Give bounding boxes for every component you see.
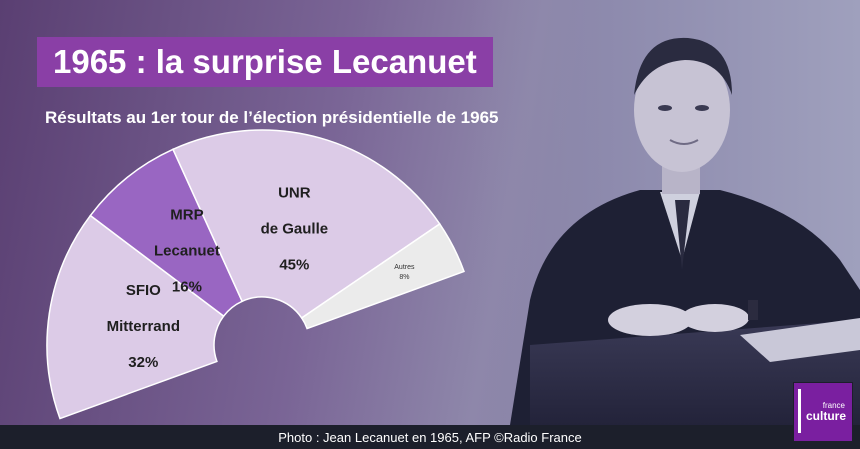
title-banner: 1965 : la surprise Lecanuet	[37, 37, 493, 87]
france-culture-logo: france culture	[793, 382, 853, 442]
slice-label-1-2: 16%	[172, 278, 202, 295]
slice-label-3-0: Autres	[394, 264, 415, 271]
slice-label-1-0: MRP	[170, 206, 203, 223]
footer-bar: Photo : Jean Lecanuet en 1965, AFP ©Radi…	[0, 425, 860, 449]
photo-credit: Photo : Jean Lecanuet en 1965, AFP ©Radi…	[278, 429, 582, 445]
slice-label-2-2: 45%	[279, 256, 309, 273]
slice-label-0-1: Mitterrand	[107, 318, 180, 335]
photo-jean-lecanuet	[470, 0, 860, 425]
slice-de-gaulle	[171, 129, 441, 320]
slice-label-0-2: 32%	[128, 354, 158, 371]
slice-label-2-0: UNR	[278, 184, 311, 201]
slice-mitterrand	[46, 214, 225, 420]
slice-autres	[300, 222, 465, 330]
logo-culture-text: culture	[805, 409, 846, 423]
slice-label-0-0: SFIO	[126, 282, 161, 299]
slice-label-2-1: de Gaulle	[261, 220, 329, 237]
logo-france-text: france	[822, 401, 845, 410]
chart-subtitle: Résultats au 1er tour de l’élection prés…	[45, 108, 499, 127]
slice-label-3-1: 8%	[399, 274, 409, 281]
logo-mark	[798, 389, 801, 433]
slice-label-1-1: Lecanuet	[154, 242, 220, 259]
chart-title: 1965 : la surprise Lecanuet	[53, 43, 477, 80]
